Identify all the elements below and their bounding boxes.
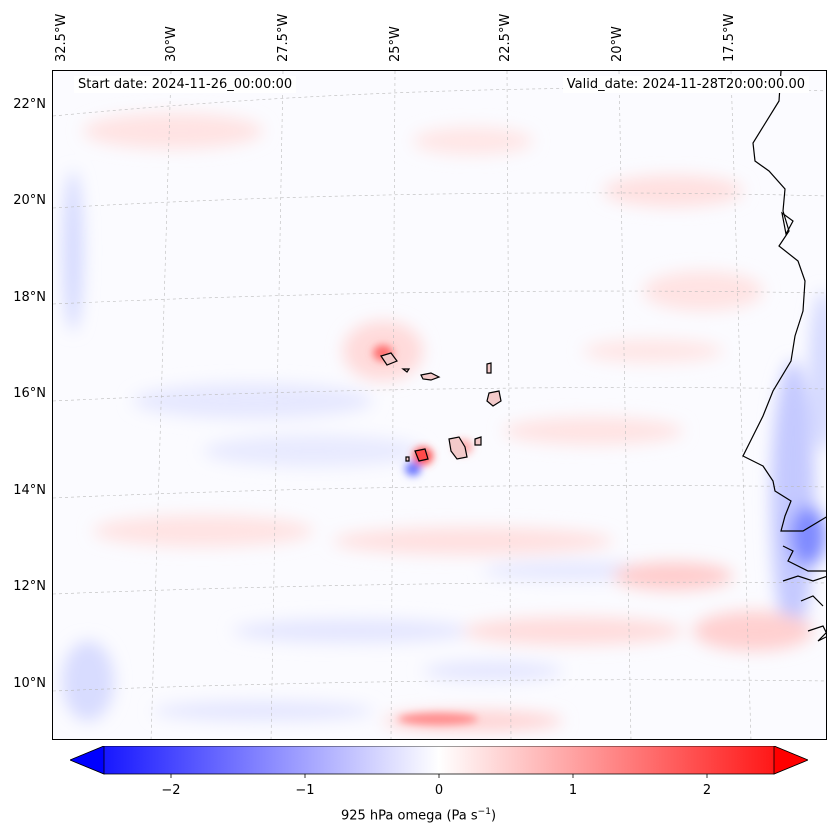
lat-label-16n: 16°N — [13, 386, 46, 401]
lat-label-18n: 18°N — [13, 290, 46, 305]
lon-label-27.5w: 27.5°W — [276, 13, 291, 62]
lat-label-14n: 14°N — [13, 483, 46, 498]
graticule — [53, 71, 826, 739]
colorbar-tick: −2 — [161, 783, 181, 798]
colorbar-tick: 0 — [434, 783, 444, 798]
colorbar-label: 925 hPa omega (Pa s−1) — [340, 807, 497, 824]
lon-label-25w: 25°W — [388, 26, 403, 62]
valid-date-label: Valid_date: 2024-11-28T20:00:00.00 — [562, 76, 809, 93]
colorbar-tick: −1 — [295, 783, 315, 798]
lon-label-20w: 20°W — [610, 26, 625, 62]
lat-label-12n: 12°N — [13, 579, 46, 594]
lon-label-17.5w: 17.5°W — [722, 13, 737, 62]
omega-field-map — [53, 71, 826, 739]
colorbar-tick: 2 — [702, 783, 712, 798]
lon-label-22.5w: 22.5°W — [498, 13, 513, 62]
start-date-label: Start date: 2024-11-26_00:00:00 — [74, 76, 297, 93]
lon-label-30w: 30°W — [164, 26, 179, 62]
lat-label-22n: 22°N — [13, 97, 46, 112]
lat-label-10n: 10°N — [13, 676, 46, 691]
lon-label-32.5w: 32.5°W — [54, 13, 69, 62]
colorbar — [70, 746, 808, 778]
coastlines — [742, 71, 826, 642]
omega-field — [62, 113, 826, 731]
cape-verde-islands — [380, 352, 502, 462]
map-panel — [52, 70, 827, 740]
colorbar-tick: 1 — [568, 783, 578, 798]
lat-label-20n: 20°N — [13, 193, 46, 208]
